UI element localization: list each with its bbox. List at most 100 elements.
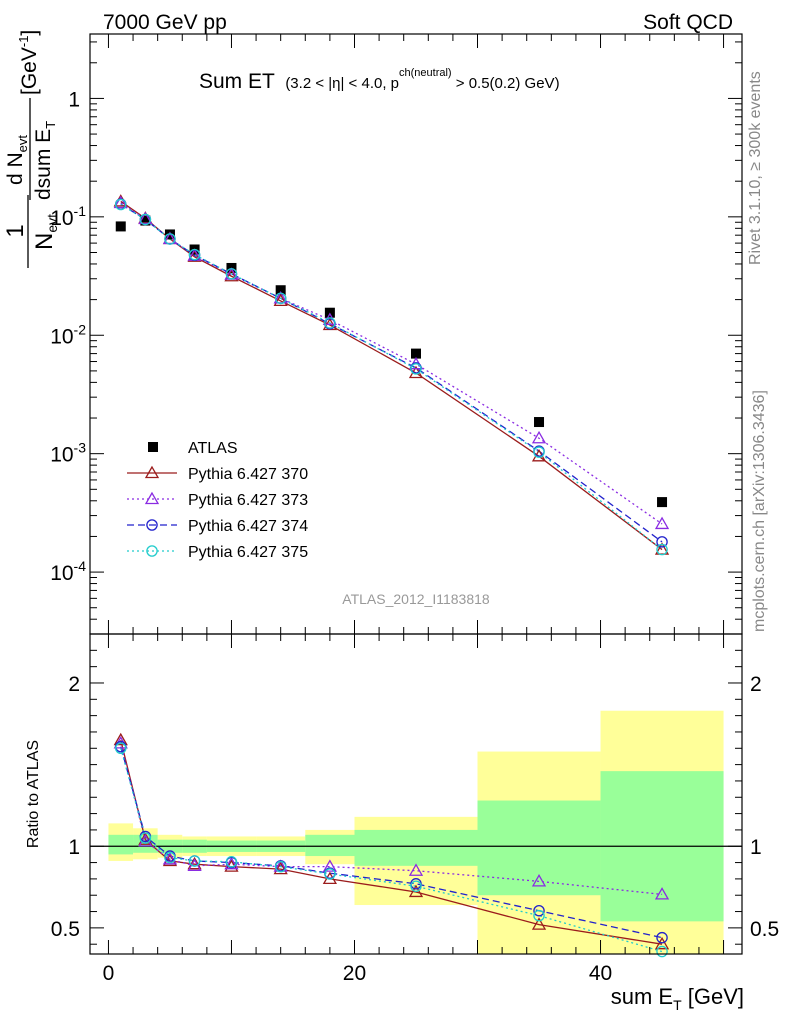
main-panel: 1 10-1 10-2 10-3 10-4 Sum ET (3.2 < |η| < 4.…	[2, 30, 743, 635]
ratio-xlabel: sum ET [GeV]	[611, 984, 744, 1013]
ratio-ytick-label-left: 1	[68, 836, 80, 859]
legend-marker-p370	[144, 465, 160, 479]
ratio-point-p375	[188, 855, 201, 867]
ratio-point-p375	[324, 868, 336, 880]
main-line-p374	[120, 203, 663, 543]
ratio-xtick-label: 20	[343, 962, 366, 985]
ratio-panel: 0.5 0.51 12 20 20 40 Ratio to ATLAS sum ET [G…	[25, 633, 779, 1013]
legend-label-p375: Pythia 6.427 375	[188, 544, 308, 561]
legend: ATLAS Pythia 6.427 370 Pythia 6.427 373 Pyt…	[127, 440, 308, 561]
ratio-series-layer	[113, 732, 670, 958]
ratio-ytick-label-left: 2	[68, 673, 80, 696]
ratio-point-p373	[224, 856, 239, 870]
ratio-point-p375	[274, 860, 287, 873]
ylabel-units: [GeV-1]	[16, 30, 41, 95]
main-point-p370	[224, 268, 239, 282]
ratio-point-p370	[654, 936, 670, 950]
ratio-point-p374	[533, 904, 545, 917]
ratio-xtick-label: 40	[589, 962, 612, 985]
main-point-p370	[273, 293, 288, 307]
main-title: Sum ET (3.2 < |η| < 4.0, pch(neutral) > …	[199, 67, 560, 93]
ylabel-frac2-den: dsum ET	[32, 121, 58, 200]
ratio-ytick-label-left: 0.5	[51, 918, 80, 941]
main-point-p375	[139, 213, 152, 226]
main-point-p375	[274, 292, 287, 305]
legend-marker-p374	[146, 519, 158, 531]
main-point-atlas	[534, 417, 545, 428]
legend-marker-atlas	[148, 442, 158, 452]
ylabel-frac1-den: Nevt	[31, 214, 60, 250]
main-point-p375	[324, 317, 336, 329]
ratio-point-p375	[139, 832, 152, 844]
ratio-point-p373	[162, 851, 178, 865]
legend-label-p373: Pythia 6.427 373	[188, 492, 308, 509]
ratio-point-p373	[654, 887, 670, 900]
ratio-point-p373	[531, 874, 547, 887]
ratio-point-p375	[656, 945, 668, 958]
ratio-point-p370	[138, 832, 153, 845]
ylabel-frac2-num: d Nevt	[4, 135, 30, 185]
ratio-point-p370	[531, 917, 547, 930]
main-ytick-label: 10-1	[50, 203, 86, 230]
ratio-point-p370	[408, 884, 424, 898]
rivet-label: Rivet 3.1.10, ≥ 300k events	[747, 71, 764, 265]
main-point-atlas	[275, 285, 286, 296]
ratio-line-p375	[120, 748, 663, 953]
main-ytick-label: 10-3	[50, 440, 86, 467]
ratio-ytick-label-right: 0.5	[750, 918, 779, 941]
legend-label-p374: Pythia 6.427 374	[188, 518, 308, 535]
ratio-band-green	[477, 800, 601, 896]
ratio-point-p370	[113, 732, 128, 746]
ratio-frame	[89, 633, 743, 955]
main-point-p375	[164, 233, 176, 245]
ratio-ticks-layer: 0.5 0.51 12 20 20 40	[51, 633, 779, 985]
main-point-p373	[654, 516, 670, 530]
ratio-point-p375	[410, 880, 422, 892]
main-point-p375	[188, 248, 201, 261]
header-right: Soft QCD	[643, 11, 733, 34]
main-point-p375	[533, 446, 545, 458]
header-left: 7000 GeV pp	[103, 11, 227, 34]
ratio-ytick-label-right: 1	[750, 836, 762, 859]
main-point-p373	[531, 430, 547, 444]
main-series-layer	[113, 194, 670, 556]
ratio-point-p375	[164, 851, 176, 864]
main-ytick-label: 10-4	[50, 558, 86, 585]
main-point-p375	[656, 543, 668, 556]
main-point-p374	[656, 536, 668, 548]
main-point-atlas	[140, 215, 151, 226]
legend-marker-p373	[144, 491, 160, 505]
ratio-ytick-label-right: 2	[750, 673, 762, 696]
main-point-p373	[113, 195, 128, 209]
ratio-band-green	[354, 829, 478, 866]
main-ytick-label: 1	[68, 88, 80, 111]
ratio-line-p373	[120, 743, 663, 896]
ratio-ylabel: Ratio to ATLAS	[25, 740, 42, 848]
analysis-tag: ATLAS_2012_I1183818	[342, 591, 490, 607]
ratio-band-green	[108, 834, 134, 855]
legend-label-atlas: ATLAS	[188, 440, 238, 457]
legend-marker-p375	[146, 545, 158, 557]
ylabel-frac1-num: 1	[2, 224, 29, 237]
ratio-point-p375	[115, 742, 127, 755]
ratio-point-p373	[408, 863, 424, 876]
ratio-point-p370	[187, 856, 202, 870]
main-point-p375	[225, 268, 238, 280]
main-point-atlas	[115, 221, 126, 232]
ratio-xtick-label: 0	[103, 962, 115, 985]
ratio-point-p375	[225, 856, 238, 868]
main-ylabel: 1 Nevt d Nevt dsum ET [GeV-1]	[2, 30, 60, 268]
ratio-bands-layer	[108, 710, 724, 954]
main-point-p375	[115, 198, 127, 211]
ratio-band-green	[305, 834, 355, 857]
main-ytick-label: 10-2	[50, 321, 86, 348]
ratio-point-p373	[322, 859, 338, 872]
mcplots-label: mcplots.cern.ch [arXiv:1306.3436]	[751, 390, 768, 632]
ratio-point-p374	[656, 931, 668, 944]
main-ticks-layer: 1 10-1 10-2 10-3 10-4	[50, 34, 742, 635]
ratio-point-p370	[273, 861, 288, 875]
ratio-point-p375	[533, 909, 545, 922]
legend-label-p370: Pythia 6.427 370	[188, 466, 308, 483]
main-point-p373	[138, 211, 153, 225]
